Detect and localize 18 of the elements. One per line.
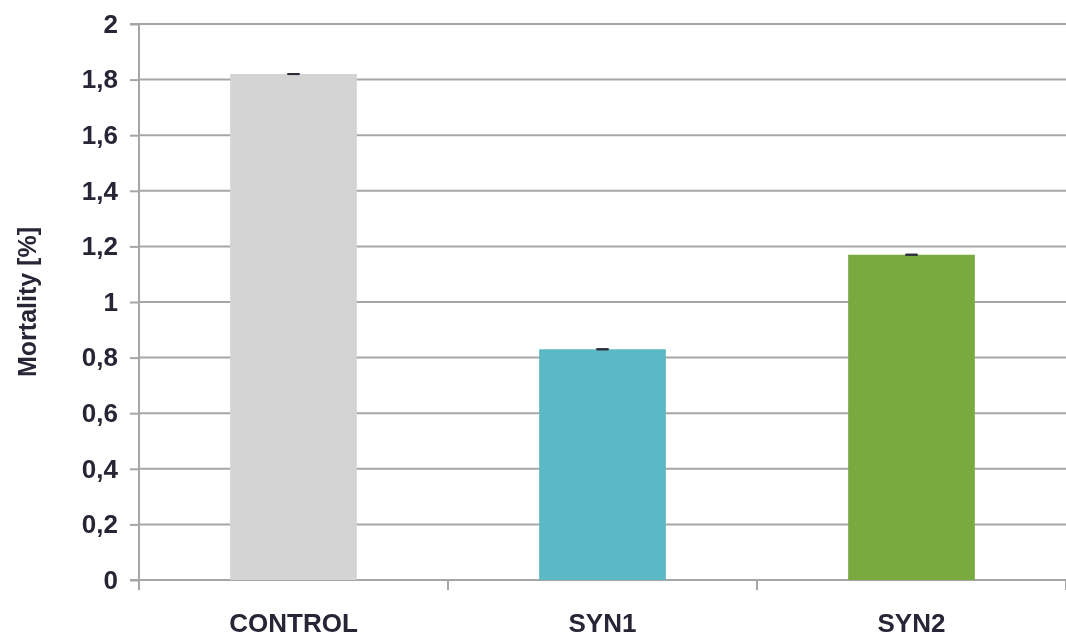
y-tick-label: 2: [103, 8, 118, 39]
y-tick-label: 0,8: [81, 342, 118, 373]
bar: [539, 349, 666, 580]
y-tick-label: 1,4: [81, 175, 119, 206]
y-tick-label: 1,2: [81, 231, 118, 262]
y-axis-title: Mortality [%]: [13, 227, 41, 377]
y-tick-label: 0,4: [81, 453, 119, 484]
bar: [848, 254, 975, 580]
y-tick-label: 0,6: [81, 398, 118, 429]
y-tick-label: 1,8: [81, 64, 118, 95]
x-tick-label: SYN2: [877, 608, 946, 638]
x-tick-label: SYN1: [568, 608, 637, 638]
y-tick-label: 1,6: [81, 120, 118, 151]
bar: [230, 74, 357, 580]
y-tick-label: 1: [103, 286, 118, 317]
y-tick-label: 0: [103, 564, 118, 595]
x-tick-label: CONTROL: [229, 608, 358, 638]
y-tick-label: 0,2: [81, 509, 118, 540]
